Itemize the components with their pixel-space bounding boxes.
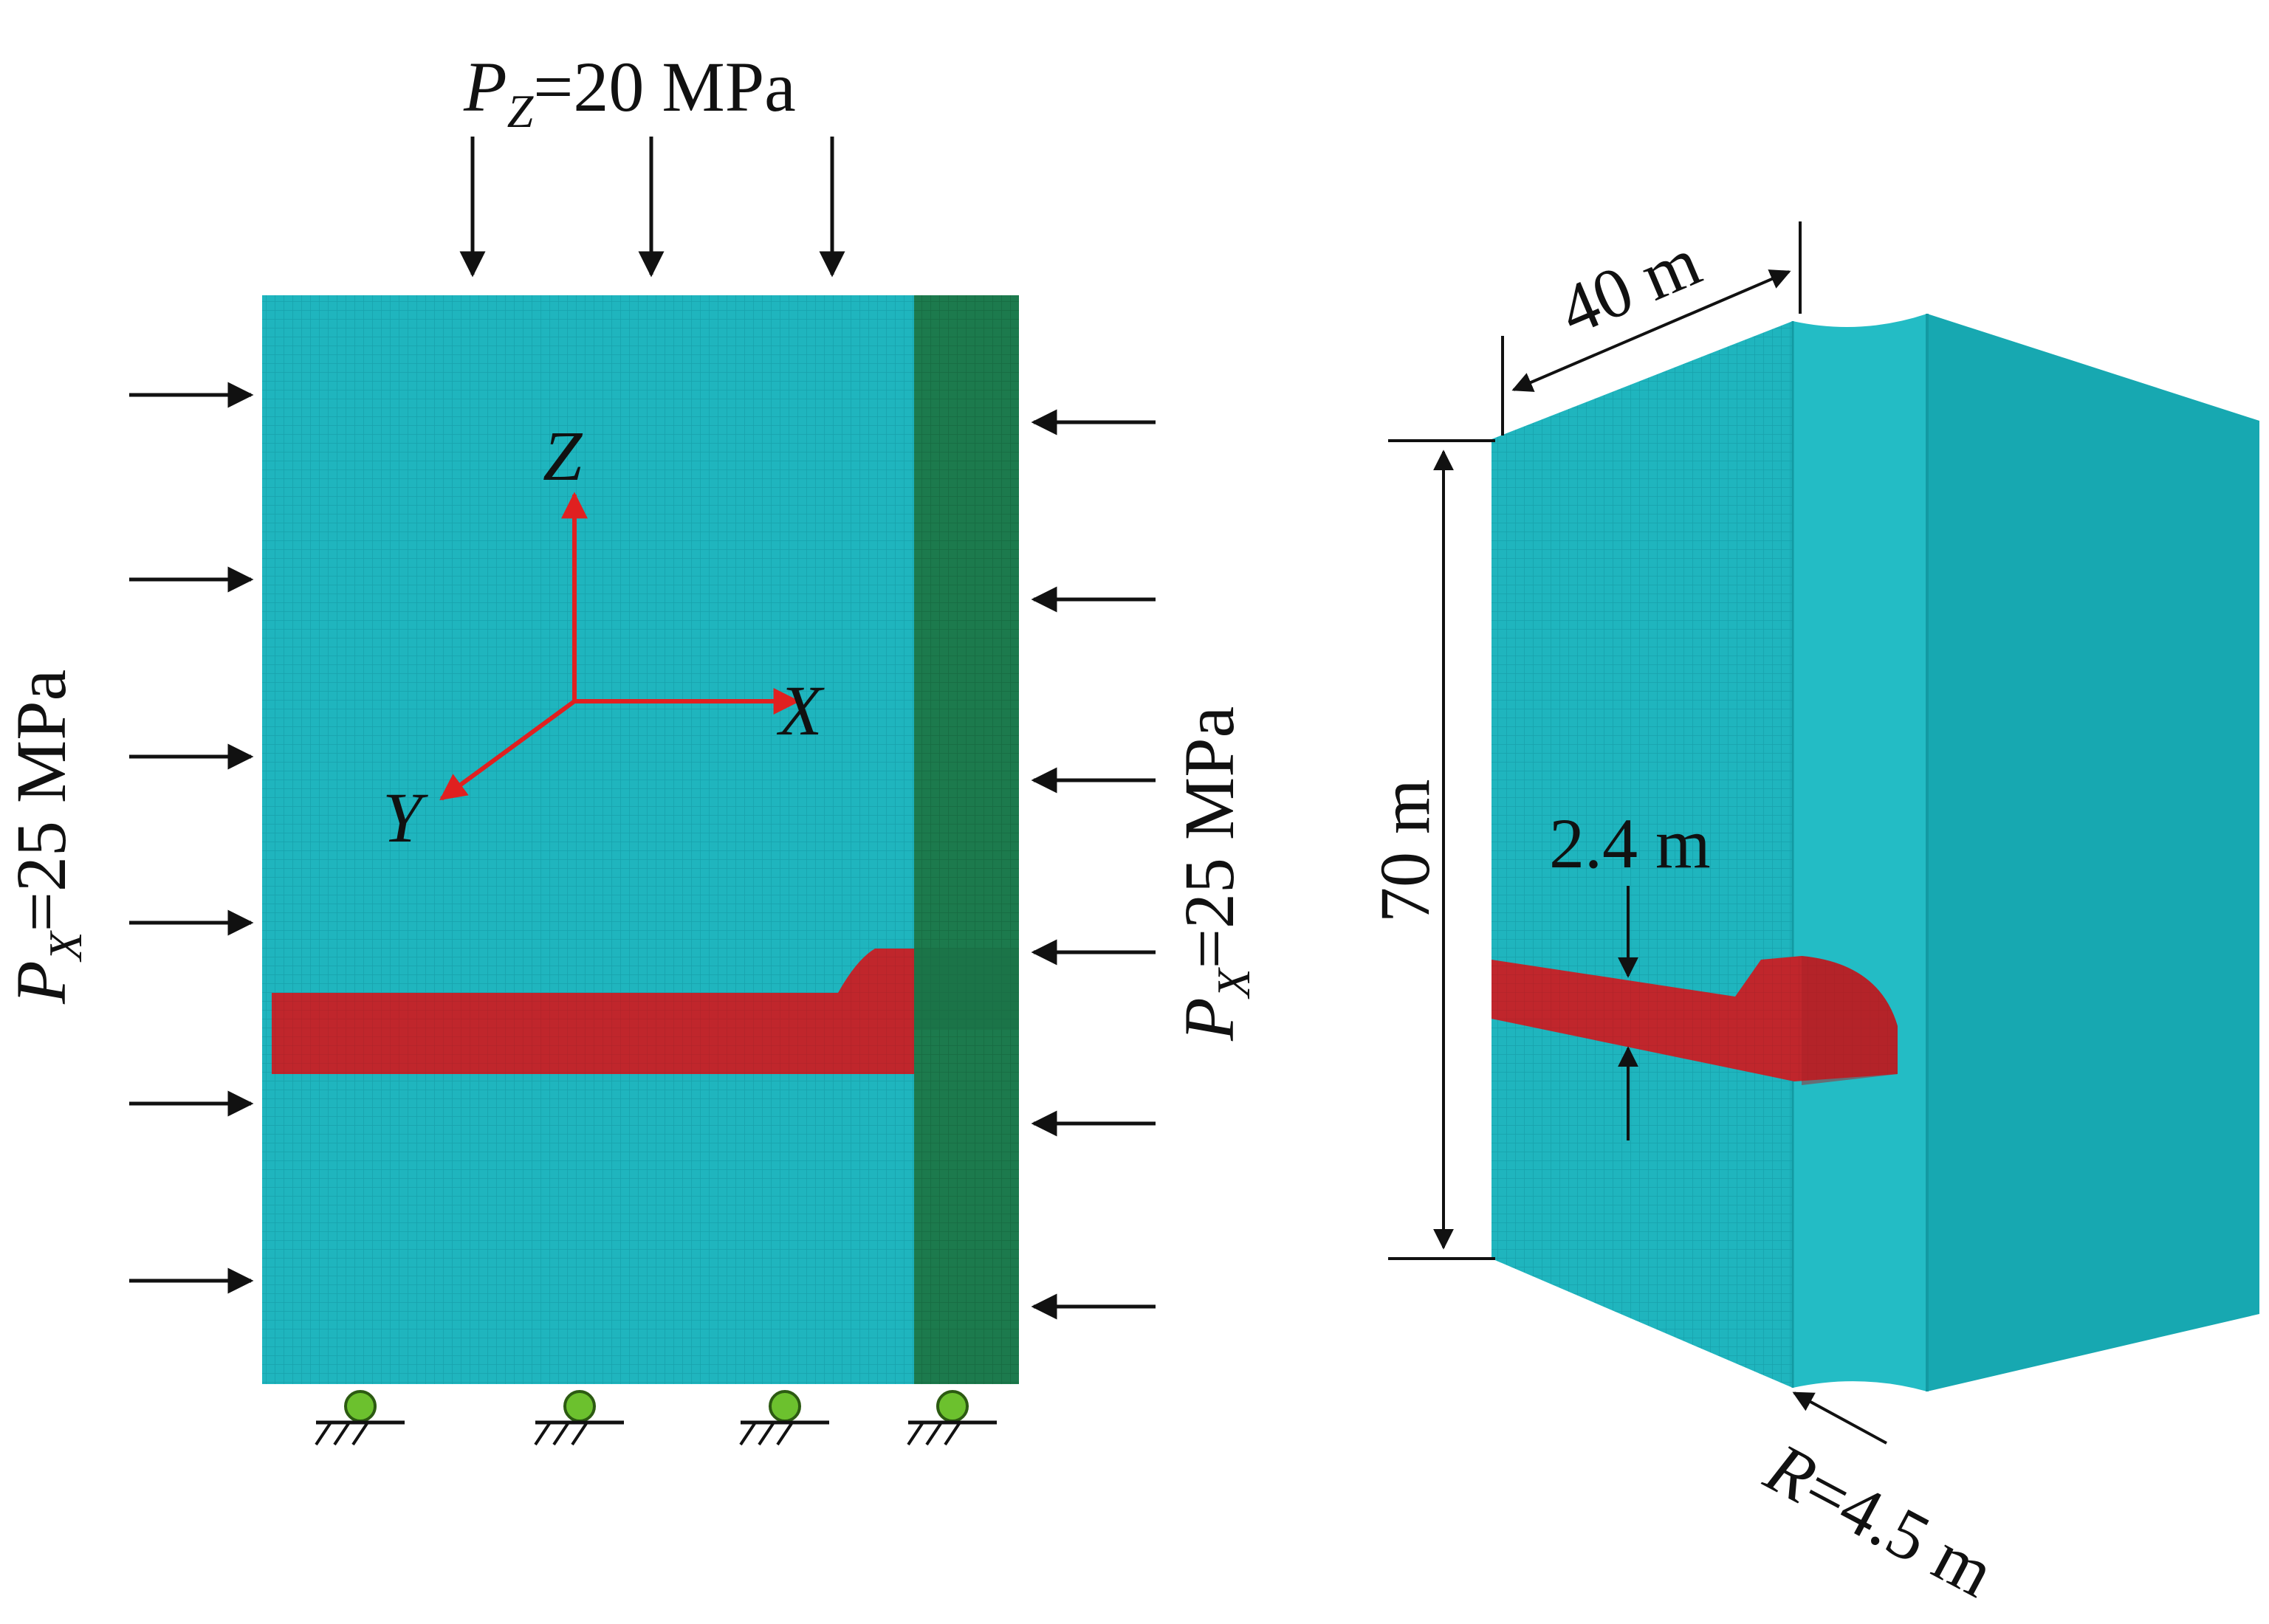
width-dimension-label: 40 m (1548, 221, 1711, 351)
left-load-symbol: P (1, 960, 80, 1005)
roller-support (907, 1390, 997, 1446)
fault-zone-band (914, 295, 1019, 1384)
left-load-label: PX=25 MPa (1, 670, 92, 1005)
roller-support (315, 1390, 405, 1446)
roller-support (534, 1390, 624, 1446)
height-dimension-label: 70 m (1365, 779, 1444, 923)
right-load-arrows (1031, 409, 1156, 1320)
side-face (1927, 314, 2259, 1391)
right-load-value: =25 MPa (1170, 706, 1249, 969)
roller-supports (315, 1390, 997, 1446)
y-axis-label: Y (382, 778, 428, 857)
z-axis-label: Z (543, 416, 583, 495)
coordinate-axes (439, 492, 800, 801)
roller-support (739, 1390, 829, 1446)
top-load-arrows (459, 137, 845, 278)
radius-label: R=4.5 m (1753, 1428, 2007, 1613)
tunnel-section (272, 949, 914, 1074)
top-load-value: =20 MPa (533, 47, 796, 126)
top-load-subscript: Z (507, 85, 535, 137)
rock-mass-block (262, 295, 1019, 1384)
right-3d-view: 40 m 70 m 2.4 m R=4.5 m (1365, 221, 2259, 1612)
right-load-label: PX=25 MPa (1170, 706, 1260, 1042)
tunnel-height-label: 2.4 m (1549, 804, 1711, 883)
height-dimension (1388, 439, 1495, 1260)
left-load-arrows (129, 382, 254, 1294)
y-axis (439, 699, 576, 801)
radius-pointer (1792, 1391, 1887, 1445)
curved-fault-strip (1793, 314, 1927, 1391)
front-face (1492, 321, 1793, 1388)
left-load-value: =25 MPa (1, 670, 80, 932)
right-load-subscript: X (1207, 966, 1260, 999)
right-load-symbol: P (1170, 997, 1249, 1042)
top-load-label: PZ=20 MPa (463, 47, 796, 137)
left-front-view: PZ=20 MPa PX=25 MPa PX=25 MPa (1, 47, 1260, 1446)
radius-value: =4.5 m (1792, 1448, 2007, 1613)
tunnel-3d-end (1802, 956, 1898, 1085)
width-dimension (1501, 221, 1802, 436)
fault-tunnel-transition (914, 949, 1019, 1030)
x-axis-label: X (776, 671, 825, 750)
top-load-symbol: P (463, 47, 507, 126)
tunnel-3d (1492, 956, 1898, 1081)
left-load-subscript: X (39, 929, 92, 963)
